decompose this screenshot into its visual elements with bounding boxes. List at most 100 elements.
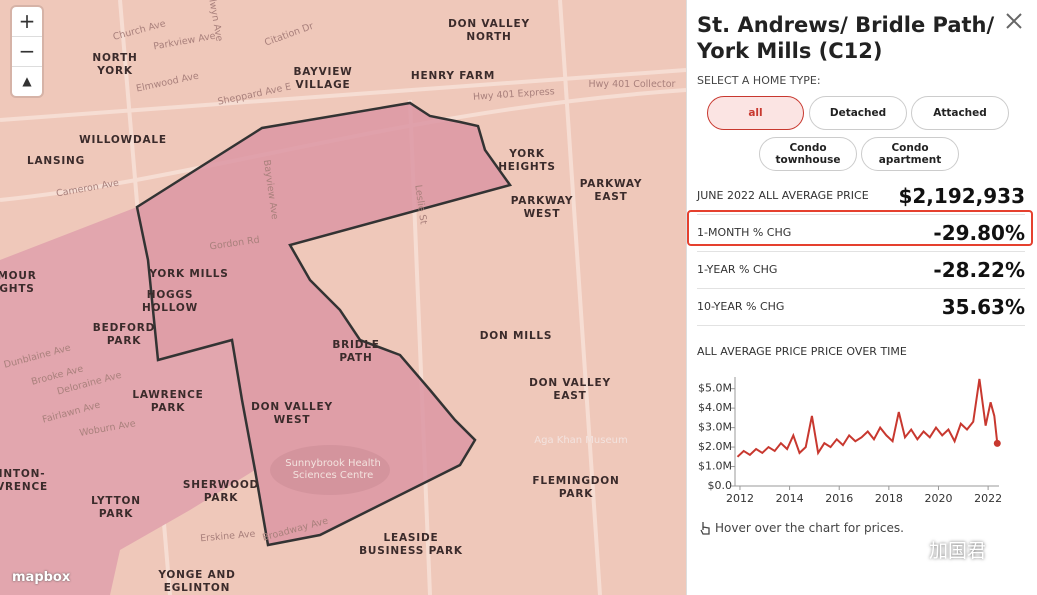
label-line: WEST bbox=[524, 208, 561, 220]
label-line: WILLOWDALE bbox=[79, 134, 167, 146]
label-line: NORTH bbox=[92, 52, 137, 64]
label-line: LANSING bbox=[27, 155, 85, 167]
hint-text: Hover over the chart for prices. bbox=[715, 521, 904, 535]
label-line: PARK bbox=[99, 508, 133, 520]
label-line: Aga Khan Museum bbox=[534, 435, 627, 446]
label-line: BRIDLE bbox=[332, 339, 379, 351]
stat-value: $2,192,933 bbox=[898, 183, 1025, 208]
price-chart[interactable]: $0.0 $1.0M $2.0M $3.0M $4.0M $5.0M 2012 2014 201… bbox=[687, 370, 1027, 510]
neighborhood-label: HOGGS HOLLOW bbox=[142, 289, 198, 314]
label-line: GHTS bbox=[0, 283, 35, 295]
hint: Hover over the chart for prices. bbox=[699, 521, 904, 535]
neighborhood-label: DON VALLEY NORTH bbox=[448, 18, 530, 43]
label-line: YORK bbox=[96, 65, 133, 77]
y-tick-label: $2.0M bbox=[698, 440, 732, 453]
neighborhood-label: BAYVIEW VILLAGE bbox=[293, 66, 352, 91]
stat-label: 1-MONTH % CHG bbox=[697, 226, 792, 239]
label-line: DON VALLEY bbox=[529, 377, 611, 389]
x-tick-label: 2022 bbox=[974, 492, 1002, 505]
label-line: YORK MILLS bbox=[148, 268, 228, 280]
park-area bbox=[270, 445, 390, 495]
chart-title: ALL AVERAGE PRICE PRICE OVER TIME bbox=[697, 345, 907, 358]
zoom-control: + − ▲ bbox=[12, 7, 42, 96]
label-line: PARK bbox=[204, 492, 238, 504]
neighborhood-label: YONGE AND EGLINTON bbox=[157, 569, 235, 594]
street-label: Hwy 401 Collector bbox=[589, 79, 676, 90]
stat-label: JUNE 2022 ALL AVERAGE PRICE bbox=[697, 189, 869, 202]
home-type-button[interactable]: Attached bbox=[911, 96, 1009, 130]
label-line: SHERWOOD bbox=[183, 479, 259, 491]
home-type-button[interactable]: Condo townhouse bbox=[759, 137, 857, 171]
y-tick-label: $3.0M bbox=[698, 421, 732, 434]
zoom-in-button[interactable]: + bbox=[12, 7, 42, 37]
label-line: PARKWAY bbox=[511, 195, 574, 207]
panel-title: St. Andrews/ Bridle Path/ York Mills (C1… bbox=[697, 13, 995, 63]
y-tick-label: $5.0M bbox=[698, 382, 732, 395]
stat-label: 1-YEAR % CHG bbox=[697, 263, 778, 276]
label-line: BUSINESS PARK bbox=[359, 545, 463, 557]
home-type-button[interactable]: all bbox=[707, 96, 804, 130]
stat-value: -29.80% bbox=[933, 220, 1025, 245]
adjacent-region bbox=[0, 207, 255, 595]
selected-region[interactable] bbox=[135, 101, 513, 547]
label-line: HOGGS bbox=[147, 289, 194, 301]
label-line: PARK bbox=[151, 402, 185, 414]
watermark: 加国君 bbox=[897, 536, 986, 563]
y-tick-label: $4.0M bbox=[698, 401, 732, 414]
y-tick-label: $1.0M bbox=[698, 460, 732, 473]
label-line: PATH bbox=[339, 352, 372, 364]
wechat-icon bbox=[897, 540, 922, 559]
compass-button[interactable]: ▲ bbox=[22, 74, 32, 88]
stat-value: -28.22% bbox=[933, 257, 1025, 282]
zoom-out-button[interactable]: − bbox=[12, 37, 42, 67]
close-button[interactable] bbox=[1005, 12, 1023, 30]
label-line: VRENCE bbox=[0, 481, 48, 493]
label-line: EAST bbox=[553, 390, 586, 402]
neighborhood-label: LANSING bbox=[27, 155, 85, 167]
label-line: WEST bbox=[274, 414, 311, 426]
select-label: SELECT A HOME TYPE: bbox=[697, 74, 821, 87]
label-line: PARK bbox=[107, 335, 141, 347]
x-tick-label: 2012 bbox=[726, 492, 754, 505]
label-line: BAYVIEW bbox=[293, 66, 352, 78]
label-line: Sunnybrook Health bbox=[285, 458, 381, 469]
stat-label: 10-YEAR % CHG bbox=[697, 300, 785, 313]
mapbox-logo[interactable]: mapbox bbox=[12, 570, 71, 585]
neighborhood-label: HENRY FARM bbox=[411, 70, 495, 82]
x-tick-label: 2020 bbox=[924, 492, 952, 505]
label-line: HOLLOW bbox=[142, 302, 198, 314]
label-line: EAST bbox=[594, 191, 627, 203]
stat-row: 10-YEAR % CHG 35.63% bbox=[697, 288, 1025, 326]
neighborhood-label: INTON-VRENCE bbox=[0, 468, 48, 493]
neighborhood-label: DON MILLS bbox=[480, 330, 553, 342]
neighborhood-label: PARKWAY WEST bbox=[511, 195, 574, 220]
label-line: VILLAGE bbox=[296, 79, 351, 91]
home-type-button[interactable]: Detached bbox=[809, 96, 907, 130]
label-line: PARKWAY bbox=[580, 178, 643, 190]
place-label: Aga Khan Museum bbox=[534, 435, 627, 446]
stat-row: 1-YEAR % CHG -28.22% bbox=[697, 251, 1025, 289]
neighborhood-label: LYTTON PARK bbox=[91, 495, 141, 520]
label-line: DON VALLEY bbox=[448, 18, 530, 30]
neighborhood-label: BEDFORD PARK bbox=[93, 322, 155, 347]
neighborhood-label: YORK HEIGHTS bbox=[498, 148, 556, 173]
neighborhood-label: BRIDLE PATH bbox=[332, 339, 379, 364]
neighborhood-label: LAWRENCE PARK bbox=[132, 389, 203, 414]
neighborhood-label: DON VALLEY EAST bbox=[529, 377, 611, 402]
label-line: DON VALLEY bbox=[251, 401, 333, 413]
label-line: BEDFORD bbox=[93, 322, 155, 334]
home-type-button[interactable]: Condo apartment bbox=[861, 137, 959, 171]
highlight-box bbox=[687, 210, 1033, 246]
street-label: Erskine Ave bbox=[200, 529, 256, 545]
last-point bbox=[993, 439, 1001, 447]
label-line: FLEMINGDON bbox=[532, 475, 619, 487]
x-tick-label: 2016 bbox=[825, 492, 853, 505]
label-line: HEIGHTS bbox=[498, 161, 556, 173]
label-line: EGLINTON bbox=[164, 582, 230, 594]
label-line: YORK bbox=[508, 148, 545, 160]
label-line: INTON- bbox=[0, 468, 45, 480]
neighborhood-label: YORK MILLS bbox=[148, 268, 228, 280]
label-line: LEASIDE bbox=[384, 532, 439, 544]
